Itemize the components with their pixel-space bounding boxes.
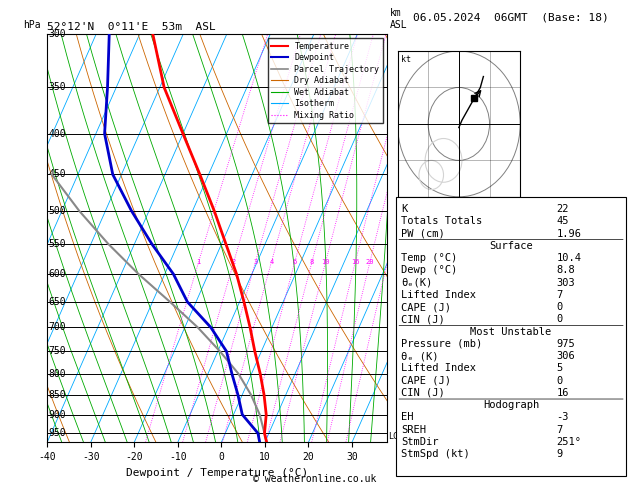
Text: 1: 1 <box>196 260 201 265</box>
Text: 450: 450 <box>48 170 66 179</box>
Text: 45: 45 <box>557 216 569 226</box>
Text: CIN (J): CIN (J) <box>401 388 445 398</box>
Text: θₑ (K): θₑ (K) <box>401 351 439 361</box>
Text: K: K <box>401 204 408 214</box>
Text: 8.8: 8.8 <box>557 265 576 275</box>
Text: 251°: 251° <box>557 437 582 447</box>
Text: 306: 306 <box>557 351 576 361</box>
Text: Mixing Ratio (g/kg): Mixing Ratio (g/kg) <box>436 182 446 294</box>
Text: Lifted Index: Lifted Index <box>401 290 476 300</box>
Text: 950: 950 <box>48 428 66 438</box>
Text: km
ASL: km ASL <box>390 8 408 30</box>
Text: 16: 16 <box>351 260 360 265</box>
Text: 975: 975 <box>557 339 576 349</box>
Text: 600: 600 <box>48 269 66 279</box>
Text: 20: 20 <box>365 260 374 265</box>
Text: 550: 550 <box>48 239 66 249</box>
Text: Most Unstable: Most Unstable <box>470 327 552 337</box>
Text: -3: -3 <box>557 413 569 422</box>
Text: SREH: SREH <box>401 425 426 434</box>
Text: 500: 500 <box>48 206 66 216</box>
Text: 300: 300 <box>48 29 66 39</box>
Text: 8: 8 <box>309 260 314 265</box>
X-axis label: Dewpoint / Temperature (°C): Dewpoint / Temperature (°C) <box>126 468 308 478</box>
Text: 0: 0 <box>557 376 563 385</box>
Text: 350: 350 <box>48 83 66 92</box>
Text: 750: 750 <box>48 347 66 356</box>
Text: © weatheronline.co.uk: © weatheronline.co.uk <box>253 473 376 484</box>
Text: EH: EH <box>401 413 414 422</box>
Text: 2: 2 <box>231 260 236 265</box>
Text: 400: 400 <box>48 129 66 139</box>
Text: LCL: LCL <box>387 433 403 441</box>
Text: 900: 900 <box>48 410 66 419</box>
Text: 4: 4 <box>269 260 274 265</box>
Text: 850: 850 <box>48 390 66 400</box>
Text: 650: 650 <box>48 297 66 307</box>
Text: PW (cm): PW (cm) <box>401 228 445 239</box>
Text: Surface: Surface <box>489 241 533 251</box>
Text: StmSpd (kt): StmSpd (kt) <box>401 449 470 459</box>
Text: 5: 5 <box>557 364 563 373</box>
Text: 06.05.2024  06GMT  (Base: 18): 06.05.2024 06GMT (Base: 18) <box>413 12 609 22</box>
Text: Totals Totals: Totals Totals <box>401 216 482 226</box>
Text: 22: 22 <box>557 204 569 214</box>
Text: Temp (°C): Temp (°C) <box>401 253 457 263</box>
Text: 0: 0 <box>557 314 563 324</box>
Text: 16: 16 <box>557 388 569 398</box>
Text: 7: 7 <box>557 425 563 434</box>
Text: 7: 7 <box>557 290 563 300</box>
Text: 303: 303 <box>557 278 576 288</box>
Text: CIN (J): CIN (J) <box>401 314 445 324</box>
Text: CAPE (J): CAPE (J) <box>401 302 451 312</box>
Text: 6: 6 <box>292 260 297 265</box>
Text: 9: 9 <box>557 449 563 459</box>
Text: Lifted Index: Lifted Index <box>401 364 476 373</box>
Text: Pressure (mb): Pressure (mb) <box>401 339 482 349</box>
Text: StmDir: StmDir <box>401 437 439 447</box>
Text: 10.4: 10.4 <box>557 253 582 263</box>
Legend: Temperature, Dewpoint, Parcel Trajectory, Dry Adiabat, Wet Adiabat, Isotherm, Mi: Temperature, Dewpoint, Parcel Trajectory… <box>268 38 382 123</box>
Text: 800: 800 <box>48 369 66 379</box>
Text: 3: 3 <box>253 260 257 265</box>
Text: θₑ(K): θₑ(K) <box>401 278 433 288</box>
Text: kt: kt <box>401 54 411 64</box>
Text: 0: 0 <box>557 302 563 312</box>
Text: 52°12'N  0°11'E  53m  ASL: 52°12'N 0°11'E 53m ASL <box>47 22 216 32</box>
Text: Dewp (°C): Dewp (°C) <box>401 265 457 275</box>
Text: 10: 10 <box>321 260 330 265</box>
Text: CAPE (J): CAPE (J) <box>401 376 451 385</box>
Text: hPa: hPa <box>23 20 41 30</box>
Text: 700: 700 <box>48 323 66 332</box>
Text: Hodograph: Hodograph <box>483 400 539 410</box>
Text: 1.96: 1.96 <box>557 228 582 239</box>
